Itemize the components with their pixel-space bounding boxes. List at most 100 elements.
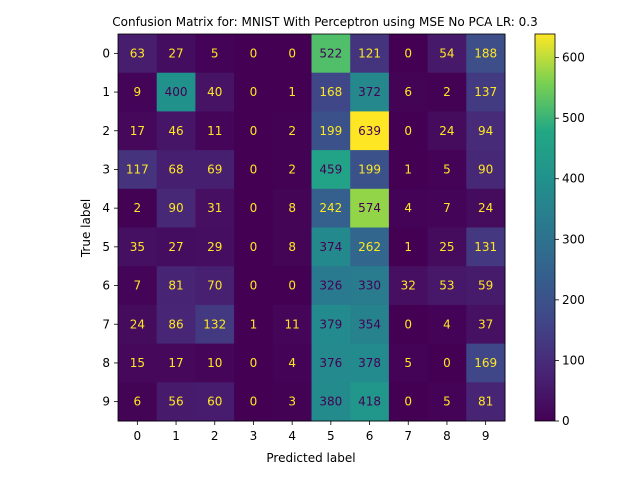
x-axis-ticks: 0 1 2 3 4 5 6 7 8 9	[134, 421, 490, 443]
heatmap-cell	[272, 111, 312, 151]
cell-value-label: 0	[250, 124, 258, 138]
heatmap-cell	[427, 188, 467, 228]
heatmap-cell	[311, 72, 351, 112]
cell-value-label: 0	[288, 279, 296, 293]
cell-value-label: 1	[404, 240, 412, 254]
heatmap-cell	[156, 343, 196, 383]
cell-value-label: 24	[439, 124, 454, 138]
heatmap-cell	[272, 343, 312, 383]
colorbar-tick-label: 100	[562, 353, 585, 367]
cell-value-label: 400	[165, 85, 188, 99]
y-tick-label: 0	[102, 46, 110, 60]
cell-value-label: 0	[404, 395, 412, 409]
heatmap-cell	[311, 343, 351, 383]
heatmap-cell	[234, 111, 274, 151]
heatmap-cell	[234, 382, 274, 422]
heatmap-cell	[195, 34, 235, 74]
cell-value-label: 15	[130, 356, 145, 370]
colorbar-tick-label: 600	[562, 51, 585, 65]
cell-value-label: 31	[207, 201, 222, 215]
cell-value-label: 29	[207, 240, 222, 254]
heatmap-cell	[311, 34, 351, 74]
cell-value-label: 131	[474, 240, 497, 254]
heatmap-cell	[234, 304, 274, 345]
colorbar-tick-label: 0	[562, 414, 570, 428]
colorbar-tick-label: 200	[562, 293, 585, 307]
cell-value-label: 121	[358, 46, 381, 60]
heatmap-cell	[311, 227, 351, 267]
cell-value-label: 418	[358, 395, 381, 409]
heatmap-cell	[466, 72, 506, 112]
cell-value-label: 81	[478, 395, 493, 409]
heatmap-cell	[350, 150, 390, 190]
heatmap-cell	[272, 188, 312, 228]
heatmap-cell	[350, 382, 390, 422]
chart-title: Confusion Matrix for: MNIST With Percept…	[112, 15, 538, 29]
heatmap-cell	[118, 227, 158, 267]
cell-value-label: 2	[288, 124, 296, 138]
heatmap-cell	[195, 343, 235, 383]
cell-value-label: 168	[319, 85, 342, 99]
cell-value-label: 188	[474, 46, 497, 60]
heatmap-cell	[427, 111, 467, 151]
heatmap-cell	[311, 150, 351, 190]
y-tick-label: 8	[102, 356, 110, 370]
heatmap-cell	[272, 266, 312, 306]
heatmap-cell	[466, 343, 506, 383]
cell-value-label: 169	[474, 356, 497, 370]
cell-value-label: 17	[130, 124, 145, 138]
cell-value-label: 24	[478, 201, 493, 215]
cell-value-label: 8	[288, 201, 296, 215]
cell-value-label: 63	[130, 46, 145, 60]
cell-value-label: 0	[404, 46, 412, 60]
x-tick-label: 6	[366, 429, 374, 443]
cell-value-label: 25	[439, 240, 454, 254]
heatmap-cell	[272, 34, 312, 74]
heatmap-cell	[311, 304, 351, 345]
heatmap-cell	[234, 227, 274, 267]
cell-value-label: 199	[319, 124, 342, 138]
heatmap-cell	[156, 304, 196, 345]
cell-value-label: 372	[358, 85, 381, 99]
heatmap-cell	[234, 343, 274, 383]
cell-value-label: 117	[126, 162, 149, 176]
heatmap-cell	[156, 188, 196, 228]
cell-value-label: 0	[250, 395, 258, 409]
heatmap-cell	[118, 188, 158, 228]
heatmap-cell	[195, 150, 235, 190]
x-tick-label: 9	[482, 429, 490, 443]
y-tick-label: 1	[102, 85, 110, 99]
cell-value-label: 6	[134, 395, 142, 409]
heatmap-cell	[195, 227, 235, 267]
heatmap-cell	[388, 304, 429, 345]
cell-value-label: 574	[358, 201, 381, 215]
colorbar-tick-label: 500	[562, 111, 585, 125]
colorbar-tick-label: 400	[562, 172, 585, 186]
x-axis-label: Predicted label	[266, 451, 355, 465]
x-tick-label: 4	[288, 429, 296, 443]
cell-value-label: 11	[285, 317, 300, 331]
heatmap-cell	[350, 304, 390, 345]
x-tick-label: 1	[172, 429, 180, 443]
cell-value-label: 27	[168, 240, 183, 254]
heatmap-cell	[350, 343, 390, 383]
colorbar-tick-label: 300	[562, 232, 585, 246]
cell-value-label: 27	[168, 46, 183, 60]
cell-value-label: 354	[358, 317, 381, 331]
cell-value-label: 32	[401, 279, 416, 293]
cell-value-label: 0	[250, 85, 258, 99]
heatmap-cell	[195, 382, 235, 422]
cell-value-label: 4	[404, 201, 412, 215]
heatmap-cell	[156, 111, 196, 151]
heatmap-cell	[272, 304, 312, 345]
cell-value-label: 5	[211, 46, 219, 60]
heatmap-cell	[388, 111, 429, 151]
heatmap-cell	[156, 150, 196, 190]
heatmap-cell	[195, 266, 235, 306]
y-axis-label: True label	[79, 199, 93, 258]
cell-value-label: 56	[168, 395, 183, 409]
heatmap-cell	[311, 188, 351, 228]
cell-value-label: 0	[250, 240, 258, 254]
heatmap-cell	[427, 150, 467, 190]
cell-value-label: 4	[443, 317, 451, 331]
